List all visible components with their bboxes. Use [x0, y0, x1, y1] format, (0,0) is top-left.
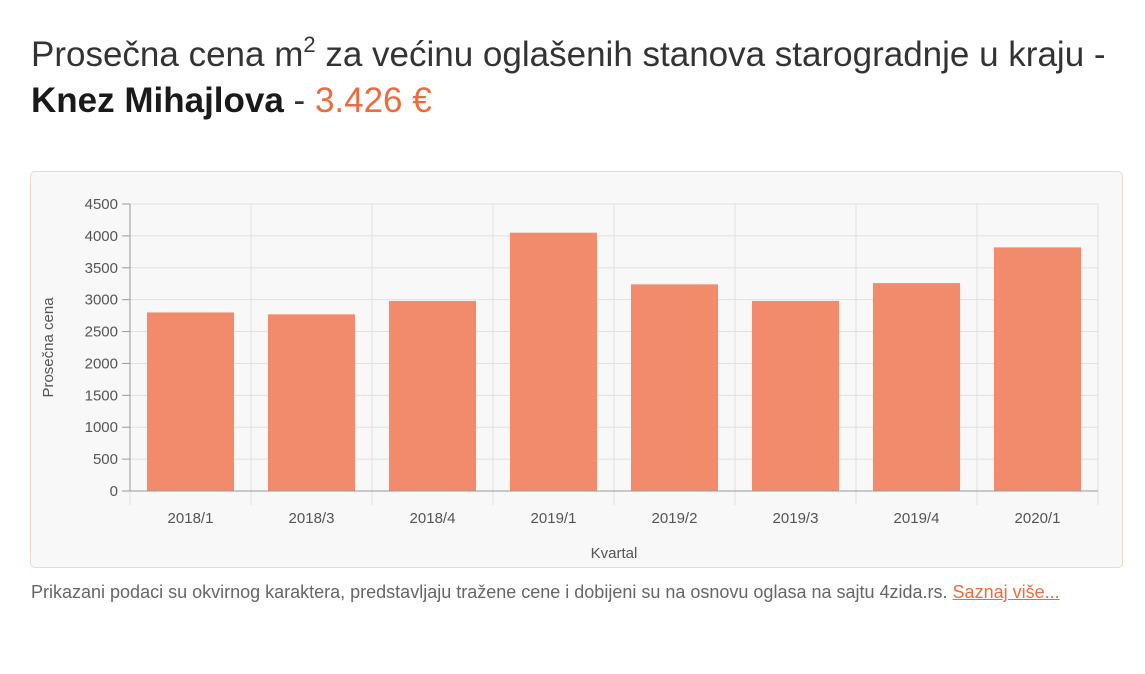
bar — [267, 314, 356, 491]
x-axis-title: Kvartal — [591, 545, 638, 562]
price-bar-chart: 0 500 1000 1500 2000 2500 3000 3500 4000 4500 2018… — [40, 196, 1099, 562]
y-tick-label: 2500 — [85, 324, 118, 341]
title-prefix: Prosečna cena m — [31, 35, 304, 74]
y-tick-label: 0 — [110, 483, 118, 500]
bar — [751, 300, 840, 491]
learn-more-link[interactable]: Saznaj više... — [952, 582, 1060, 602]
bar — [146, 312, 235, 491]
title-separator: - — [283, 81, 315, 120]
bar — [872, 283, 961, 491]
bar — [509, 232, 598, 491]
x-tick-label: 2018/1 — [168, 510, 214, 527]
title-middle: za većinu oglašenih stanova starogradnje… — [315, 35, 1106, 74]
bar — [993, 247, 1082, 491]
chart-panel: 0 500 1000 1500 2000 2500 3000 3500 4000 4500 2018… — [30, 171, 1123, 568]
x-tick-label: 2018/3 — [289, 510, 335, 527]
y-tick-label: 2000 — [85, 355, 118, 372]
bar — [388, 300, 477, 491]
y-tick-label: 4000 — [85, 228, 118, 245]
page-title: Prosečna cena m2 za većinu oglašenih sta… — [31, 32, 1131, 122]
y-tick-label: 3500 — [85, 260, 118, 277]
footnote: Prikazani podaci su okvirnog karaktera, … — [31, 578, 1091, 607]
y-tick-label: 4500 — [85, 196, 118, 213]
average-price: 3.426 € — [314, 81, 432, 120]
y-axis-title: Prosečna cena — [40, 297, 57, 398]
title-superscript: 2 — [303, 32, 316, 57]
footnote-text: Prikazani podaci su okvirnog karaktera, … — [31, 582, 953, 602]
x-tick-label: 2019/4 — [894, 510, 940, 527]
y-tick-label: 1500 — [85, 387, 118, 404]
y-tick-label: 1000 — [85, 419, 118, 436]
location-name: Knez Mihajlova — [31, 81, 284, 120]
bar — [630, 284, 719, 491]
x-tick-label: 2019/3 — [773, 510, 819, 527]
x-tick-label: 2019/1 — [531, 510, 577, 527]
x-tick-label: 2019/2 — [652, 510, 698, 527]
x-tick-label: 2020/1 — [1015, 510, 1061, 527]
y-tick-label: 3000 — [85, 292, 118, 309]
y-tick-label: 500 — [93, 451, 118, 468]
x-tick-label: 2018/4 — [410, 510, 456, 527]
